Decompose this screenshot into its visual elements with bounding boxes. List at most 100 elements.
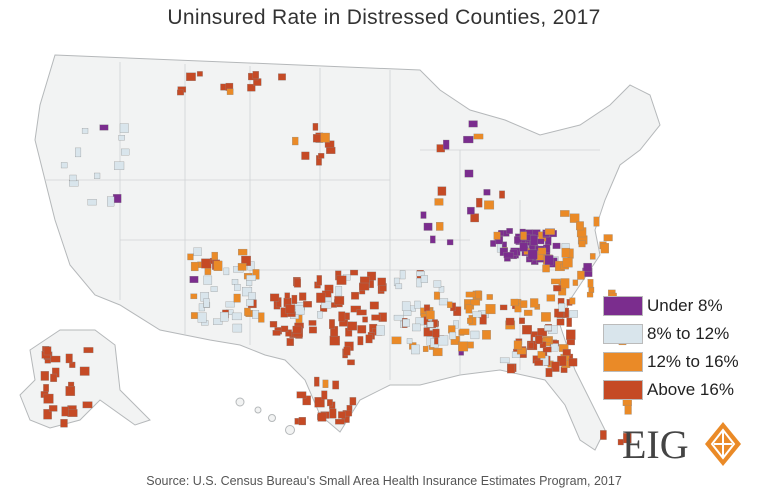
county-under-8	[514, 236, 522, 244]
county-12-to-16	[543, 337, 552, 343]
county-under-8	[544, 255, 554, 266]
legend-swatch	[603, 296, 643, 316]
county-above-16	[302, 395, 311, 406]
county-above-16	[476, 197, 483, 208]
legend: Under 8% 8% to 12% 12% to 16% Above 16%	[603, 292, 739, 404]
county-above-16	[61, 406, 69, 417]
county-8-to-12	[193, 247, 202, 256]
county-above-16	[545, 368, 553, 378]
county-under-8	[506, 228, 513, 234]
county-8-to-12	[411, 344, 420, 355]
county-12-to-16	[561, 247, 571, 258]
county-above-16	[522, 325, 532, 335]
county-12-to-16	[426, 310, 435, 320]
county-8-to-12	[119, 123, 129, 133]
county-8-to-12	[232, 323, 243, 333]
county-above-16	[43, 346, 52, 356]
county-above-16	[357, 325, 367, 334]
county-12-to-16	[237, 263, 247, 271]
county-above-16	[623, 433, 632, 444]
county-above-16	[499, 304, 508, 311]
county-above-16	[566, 317, 572, 327]
county-8-to-12	[246, 280, 253, 286]
county-8-to-12	[295, 305, 305, 315]
county-8-to-12	[121, 148, 130, 156]
county-12-to-16	[593, 216, 600, 227]
county-8-to-12	[197, 312, 207, 323]
county-12-to-16	[292, 136, 299, 146]
county-under-8	[552, 242, 561, 249]
county-above-16	[338, 411, 346, 419]
county-above-16	[308, 326, 317, 334]
county-8-to-12	[406, 338, 413, 344]
hawaii-island	[285, 425, 295, 435]
county-12-to-16	[562, 257, 573, 268]
county-above-16	[617, 439, 624, 446]
county-8-to-12	[544, 325, 552, 331]
legend-swatch	[603, 380, 643, 400]
legend-label: 12% to 16%	[647, 352, 739, 371]
county-above-16	[371, 314, 381, 321]
county-above-16	[65, 386, 76, 396]
county-above-16	[292, 325, 302, 334]
county-8-to-12	[449, 331, 457, 340]
legend-label: 8% to 12%	[647, 324, 730, 343]
county-above-16	[335, 418, 345, 425]
county-above-16	[507, 363, 515, 374]
county-above-16	[329, 319, 335, 330]
county-12-to-16	[470, 299, 481, 306]
county-12-to-16	[551, 278, 561, 285]
county-8-to-12	[87, 199, 97, 206]
county-above-16	[423, 304, 431, 312]
county-above-16	[562, 349, 571, 356]
county-above-16	[365, 334, 373, 344]
county-above-16	[334, 296, 345, 305]
county-under-8	[503, 252, 514, 259]
county-12-to-16	[603, 234, 613, 242]
county-above-16	[40, 371, 49, 381]
county-above-16	[270, 293, 280, 302]
county-above-16	[252, 71, 259, 79]
county-12-to-16	[459, 328, 470, 335]
county-8-to-12	[499, 357, 510, 364]
county-12-to-16	[484, 200, 495, 210]
county-8-to-12	[438, 335, 449, 346]
county-above-16	[65, 353, 73, 364]
diamond-logo-icon	[704, 422, 741, 466]
county-8-to-12	[416, 277, 422, 288]
county-12-to-16	[190, 312, 198, 319]
county-8-to-12	[75, 147, 82, 158]
county-12-to-16	[475, 290, 482, 299]
county-12-to-16	[541, 312, 551, 322]
county-8-to-12	[376, 325, 385, 336]
county-above-16	[79, 366, 90, 376]
county-12-to-16	[238, 248, 248, 256]
county-above-16	[505, 317, 515, 326]
county-8-to-12	[569, 310, 578, 318]
county-8-to-12	[107, 196, 115, 207]
legend-item-12-to-16: 12% to 16%	[603, 348, 739, 376]
county-8-to-12	[438, 286, 445, 293]
county-above-16	[369, 301, 379, 310]
county-12-to-16	[190, 261, 199, 272]
county-above-16	[350, 269, 359, 276]
county-above-16	[362, 316, 368, 323]
county-8-to-12	[242, 287, 253, 297]
county-8-to-12	[69, 180, 79, 187]
county-above-16	[293, 278, 301, 288]
county-8-to-12	[246, 274, 256, 281]
county-8-to-12	[246, 299, 254, 307]
county-8-to-12	[550, 343, 559, 352]
county-12-to-16	[458, 341, 469, 352]
county-12-to-16	[211, 251, 218, 261]
county-above-16	[359, 282, 370, 291]
county-8-to-12	[60, 162, 68, 169]
county-above-16	[551, 361, 560, 372]
county-above-16	[346, 405, 353, 412]
county-12-to-16	[586, 291, 594, 298]
county-above-16	[542, 346, 552, 353]
legend-item-above-16: Above 16%	[603, 376, 739, 404]
county-12-to-16	[560, 210, 570, 217]
legend-label: Above 16%	[647, 380, 734, 399]
